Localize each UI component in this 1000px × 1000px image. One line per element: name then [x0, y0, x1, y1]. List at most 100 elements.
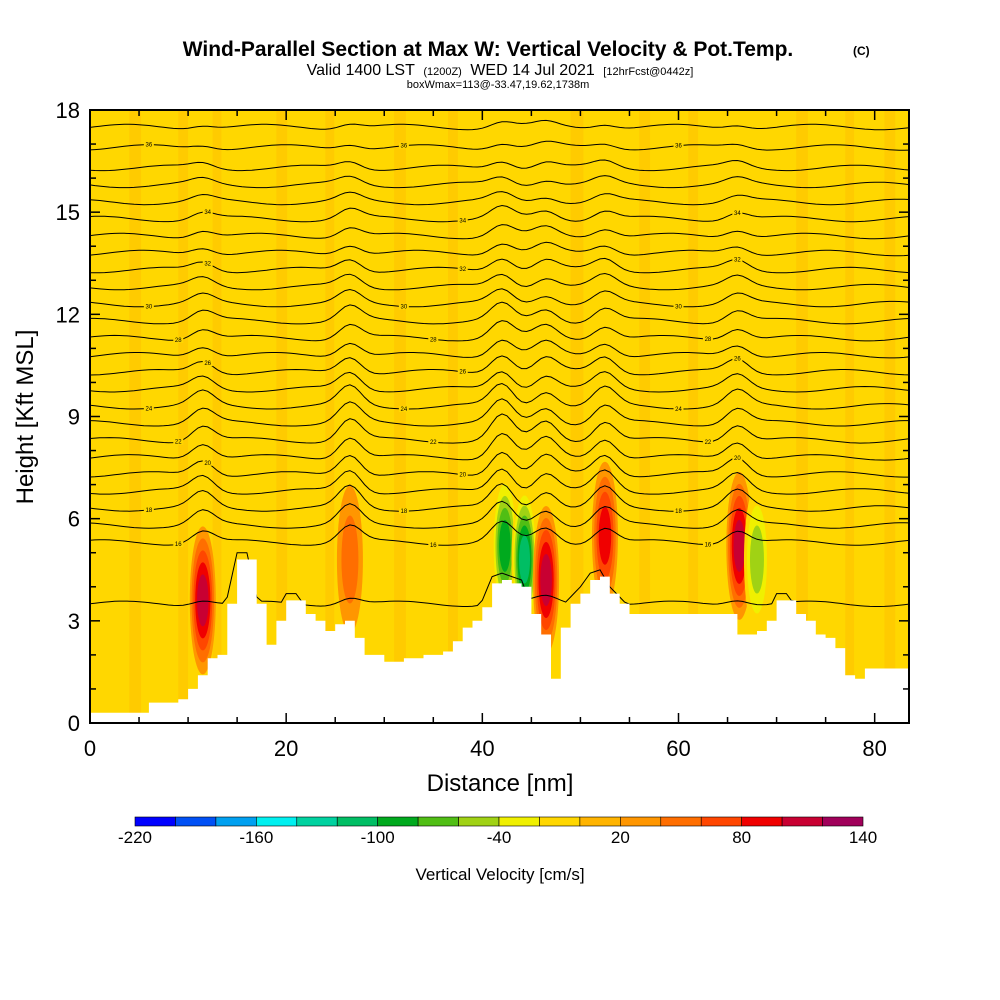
- theta-contour-label: 32: [459, 267, 466, 273]
- theta-label-bg: [398, 405, 409, 412]
- velocity-band: [796, 110, 808, 723]
- theta-label-bg: [202, 209, 213, 216]
- theta-contour-label: 36: [675, 144, 682, 150]
- colorbar-swatch: [296, 816, 338, 827]
- colorbar-swatch: [620, 816, 662, 827]
- colorbar-swatch: [539, 816, 581, 827]
- colorbar-tick-label: 80: [732, 828, 751, 847]
- x-tick-label: 40: [470, 736, 494, 761]
- x-axis-label: Distance [nm]: [427, 770, 574, 797]
- title-mark: (C): [853, 44, 870, 58]
- theta-label-bg: [673, 405, 684, 412]
- theta-contour-label: 24: [401, 407, 408, 413]
- velocity-band: [845, 110, 855, 723]
- y-tick-label: 0: [68, 711, 80, 736]
- theta-contour-line: [90, 382, 909, 410]
- theta-contour-line: [90, 320, 909, 342]
- theta-contour-line: [90, 175, 909, 189]
- theta-label-bg: [702, 438, 713, 445]
- theta-contour-label: 22: [175, 440, 182, 446]
- velocity-band: [212, 110, 222, 723]
- theta-label-bg: [143, 303, 154, 310]
- colorbar-tick-label: 140: [849, 828, 877, 847]
- velocity-band: [688, 110, 699, 723]
- theta-label-bg: [457, 368, 468, 375]
- theta-contour-label: 26: [734, 357, 741, 363]
- velocity-band: [325, 110, 335, 723]
- y-tick-label: 18: [56, 98, 80, 123]
- theta-contour-line: [90, 339, 909, 359]
- theta-label-bg: [673, 508, 684, 515]
- theta-contour-label: 20: [204, 461, 211, 467]
- theta-contour-label: 28: [705, 337, 712, 343]
- velocity-band: [570, 110, 584, 723]
- colorbar-swatch: [175, 816, 217, 827]
- colorbar-swatch: [498, 816, 540, 827]
- theta-contour-line: [90, 140, 909, 151]
- theta-contour-line: [90, 413, 909, 444]
- theta-contour-line: [90, 483, 909, 512]
- theta-contour-label: 30: [146, 305, 153, 311]
- theta-contour-line: [90, 451, 909, 478]
- theta-contour-label: 18: [146, 508, 153, 514]
- theta-label-bg: [673, 303, 684, 310]
- colorbar: -220 -160 -100 -40 20 80 140: [118, 816, 877, 847]
- velocity-field-bands: [129, 110, 896, 723]
- x-tick-label: 20: [274, 736, 298, 761]
- velocity-feature-cell: [196, 574, 209, 627]
- theta-contour-line: [90, 257, 909, 274]
- theta-contour-label: 28: [175, 338, 182, 344]
- y-tick-label: 3: [68, 609, 80, 634]
- colorbar-swatch: [215, 816, 257, 827]
- theta-contour-label: 18: [675, 509, 682, 515]
- theta-label-bg: [143, 506, 154, 513]
- terrain: [90, 559, 909, 723]
- theta-label-bg: [428, 336, 439, 343]
- theta-contour-label: 20: [734, 456, 741, 462]
- colorbar-swatch: [822, 816, 864, 827]
- theta-contour-label: 24: [675, 407, 682, 413]
- velocity-band: [276, 110, 288, 723]
- theta-contour-label: 34: [459, 218, 466, 224]
- velocity-feature-cell: [540, 553, 552, 606]
- theta-label-bg: [702, 336, 713, 343]
- colorbar-swatch: [417, 816, 459, 827]
- theta-contour-label: 16: [705, 543, 712, 549]
- velocity-feature-cell: [499, 519, 511, 572]
- theta-label-bg: [202, 260, 213, 267]
- colorbar-tick-label: -40: [487, 828, 512, 847]
- theta-contour-label: 32: [734, 258, 741, 264]
- theta-contour-label: 16: [175, 542, 182, 548]
- theta-label-bg: [398, 508, 409, 515]
- velocity-band: [639, 110, 651, 723]
- subtitle-utc: (1200Z): [423, 66, 462, 78]
- theta-contour-line: [90, 301, 909, 325]
- theta-contour-line: [90, 159, 909, 172]
- theta-contour-line: [90, 468, 909, 495]
- colorbar-swatch: [741, 816, 783, 827]
- colorbar-swatch: [660, 816, 702, 827]
- colorbar-swatch: [336, 816, 378, 827]
- theta-contour-line: [90, 224, 909, 240]
- terrain-layer: [90, 559, 909, 723]
- theta-label-bg: [428, 541, 439, 548]
- chart-title: Wind-Parallel Section at Max W: Vertical…: [183, 38, 794, 61]
- velocity-feature-cell: [733, 519, 746, 572]
- colorbar-label: Vertical Velocity [cm/s]: [415, 865, 584, 884]
- theta-label-bg: [673, 142, 684, 149]
- x-tick-label: 0: [84, 736, 96, 761]
- velocity-band: [129, 110, 142, 723]
- subtitle-box: boxWmax=113@-33.47,19.62,1738m: [407, 79, 590, 91]
- theta-label-bg: [457, 265, 468, 272]
- theta-contour-label: 28: [430, 337, 437, 343]
- theta-contour-line: [90, 520, 909, 546]
- theta-contour-label: 22: [430, 440, 437, 446]
- theta-contour-line: [90, 241, 909, 257]
- theta-contour-line: [90, 552, 909, 607]
- y-axis-label: Height [Kft MSL]: [12, 330, 39, 505]
- velocity-feature-cell: [749, 525, 764, 594]
- theta-contour-line: [90, 500, 909, 529]
- plot-area: 16 16 16 18 18 18 20 20 20 22 22 22 24 24 24 26 26 26 28 28…: [90, 110, 909, 723]
- velocity-band: [394, 110, 406, 723]
